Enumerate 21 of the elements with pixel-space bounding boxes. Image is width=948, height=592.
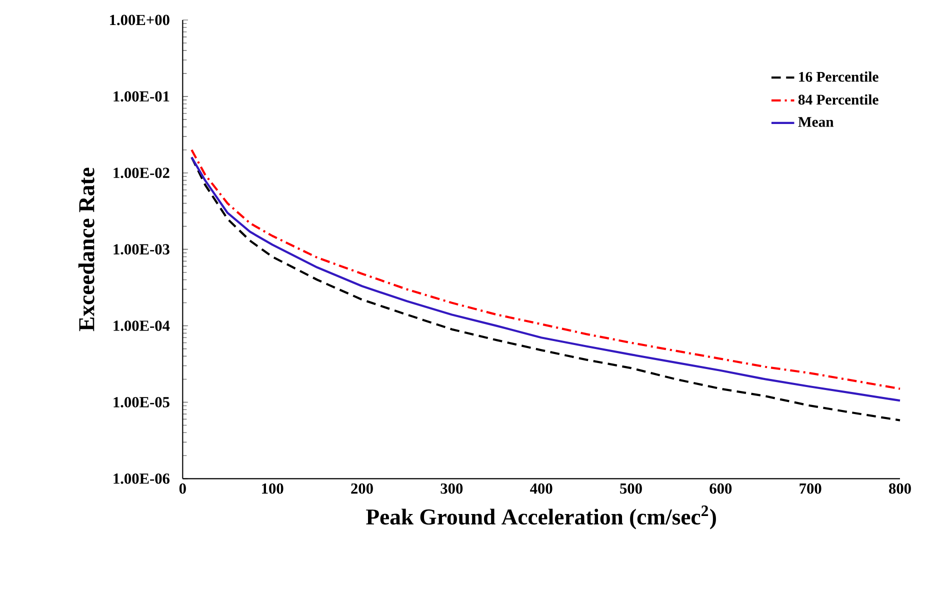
legend-label: Mean xyxy=(798,117,834,127)
y-tick-label: 1.00E-03 xyxy=(114,244,170,255)
x-tick-label: 700 xyxy=(800,483,822,494)
y-tick-label: 1.00E-06 xyxy=(114,473,170,484)
y-tick-label: 1.00E+00 xyxy=(110,14,170,26)
y-axis-title: Exceedance Rate xyxy=(78,168,94,332)
x-tick-label: 800 xyxy=(889,483,911,494)
y-tick-label: 1.00E-01 xyxy=(114,91,170,102)
y-tick-label: 1.00E-04 xyxy=(114,320,170,331)
x-tick-label: 400 xyxy=(530,483,552,494)
x-tick-label: 600 xyxy=(710,483,732,494)
y-tick-label: 1.00E-05 xyxy=(114,397,170,408)
x-tick-label: 100 xyxy=(262,483,284,494)
y-tick-label: 1.00E-02 xyxy=(114,168,170,178)
x-tick-label: 200 xyxy=(351,483,373,494)
x-tick-label: 0 xyxy=(179,483,186,494)
legend-label: 84 Percentile xyxy=(798,94,878,105)
legend-label: 16 Percentile xyxy=(799,71,878,82)
x-tick-label: 500 xyxy=(620,483,642,494)
x-tick-label: 300 xyxy=(440,483,463,494)
x-axis-title: Peak Ground Acceleration (cm/sec$^{2}$) xyxy=(366,506,716,530)
